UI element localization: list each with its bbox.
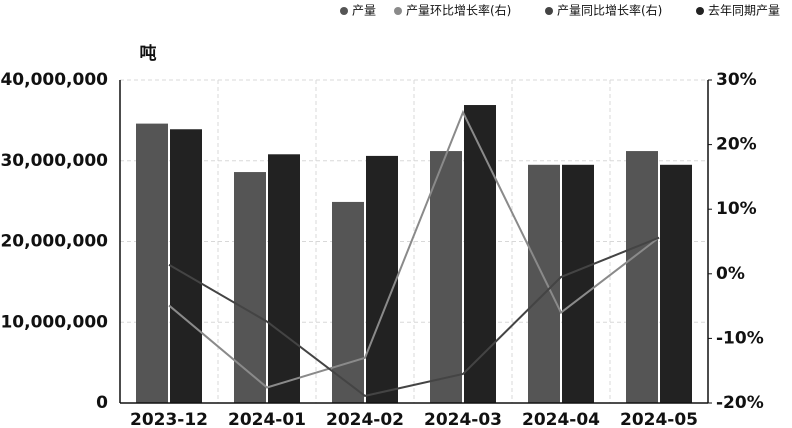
bar <box>626 151 658 403</box>
x-tick-label: 2024-02 <box>326 410 404 428</box>
x-tick-label: 2024-03 <box>424 410 502 428</box>
legend-label: 产量环比增长率(右) <box>406 3 511 18</box>
bar <box>170 129 202 403</box>
legend-label: 去年同期产量 <box>708 4 780 18</box>
line <box>168 236 660 397</box>
legend-marker <box>394 7 402 15</box>
x-tick-label: 2023-12 <box>130 410 208 428</box>
y-tick-label: 20,000,000 <box>0 232 108 252</box>
legend-marker <box>696 7 704 15</box>
bar <box>430 151 462 403</box>
legend-marker <box>545 7 553 15</box>
x-tick-label: 2024-04 <box>522 410 600 428</box>
legend-label: 产量同比增长率(右) <box>557 3 662 18</box>
y2-tick-label: 20% <box>716 135 757 155</box>
y2-tick-label: 0% <box>716 264 745 284</box>
bar <box>268 154 300 403</box>
bar <box>366 155 398 403</box>
y-tick-label: 10,000,000 <box>0 312 108 332</box>
y-tick-label: 40,000,000 <box>0 70 108 90</box>
bar <box>136 123 168 403</box>
y2-tick-label: 30% <box>716 70 757 90</box>
y2-tick-label: 10% <box>716 199 757 219</box>
bar <box>234 172 266 403</box>
legend-marker <box>340 7 348 15</box>
y-tick-label: 30,000,000 <box>0 151 108 171</box>
bar <box>332 201 364 403</box>
line <box>168 109 660 389</box>
x-tick-label: 2024-05 <box>620 410 698 428</box>
y2-tick-label: -20% <box>716 393 764 413</box>
bar <box>562 164 594 403</box>
x-tick-label: 2024-01 <box>228 410 306 428</box>
y-tick-label: 0 <box>96 393 108 413</box>
bar <box>464 105 496 403</box>
y-axis-label: 吨 <box>140 43 157 64</box>
y2-tick-label: -10% <box>716 328 764 348</box>
legend-label: 产量 <box>352 4 376 18</box>
bar <box>660 164 692 403</box>
